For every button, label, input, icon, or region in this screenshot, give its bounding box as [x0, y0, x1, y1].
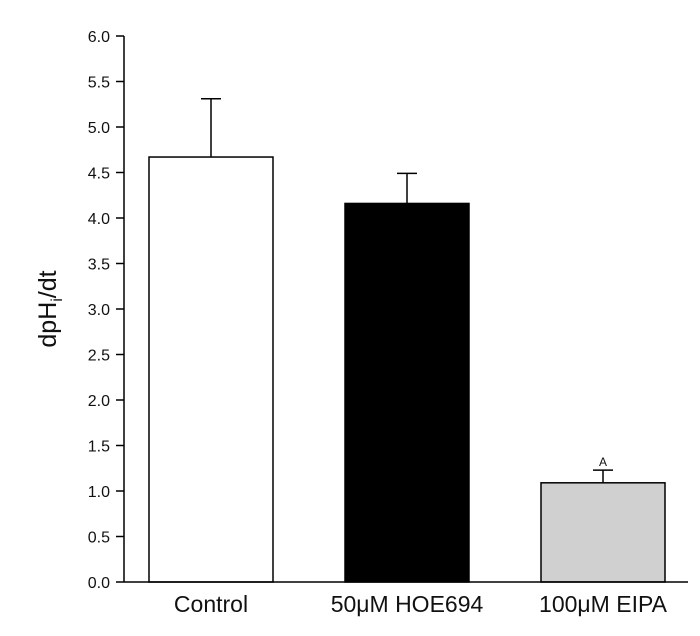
x-axis-labels: Control 50μM HOE694 100μM EIPA — [174, 591, 668, 617]
x-category-label: 100μM EIPA — [539, 591, 668, 617]
significance-marker: A — [599, 455, 607, 469]
y-tick-label: 5.0 — [88, 120, 110, 137]
y-axis-title-subscript: i — [49, 298, 66, 302]
y-axis-title: dpHi/dt — [34, 270, 66, 347]
bars — [148, 156, 666, 583]
y-tick-label: 0.0 — [88, 575, 110, 592]
bar — [344, 202, 470, 583]
x-category-label: 50μM HOE694 — [331, 591, 484, 617]
y-tick-label: 0.5 — [88, 530, 110, 547]
y-tick-label: 3.5 — [88, 257, 110, 274]
error-bars — [201, 98, 613, 483]
bar — [540, 482, 666, 583]
y-axis-ticks: 0.0 0.5 1.0 1.5 2.0 2.5 3.0 3.5 4.0 4.5 5.0 5.5 6.0 — [88, 29, 124, 592]
y-tick-label: 5.5 — [88, 75, 110, 92]
bar — [148, 156, 274, 583]
annotations: A — [599, 455, 607, 469]
y-axis-title-suffix: /dt — [34, 270, 62, 298]
x-category-label: Control — [174, 591, 248, 617]
y-tick-label: 2.5 — [88, 348, 110, 365]
y-tick-label: 6.0 — [88, 29, 110, 46]
y-tick-label: 1.5 — [88, 439, 110, 456]
y-tick-label: 4.5 — [88, 166, 110, 183]
y-tick-label: 4.0 — [88, 211, 110, 228]
y-tick-label: 3.0 — [88, 302, 110, 319]
y-tick-label: 1.0 — [88, 484, 110, 501]
y-tick-label: 2.0 — [88, 393, 110, 410]
